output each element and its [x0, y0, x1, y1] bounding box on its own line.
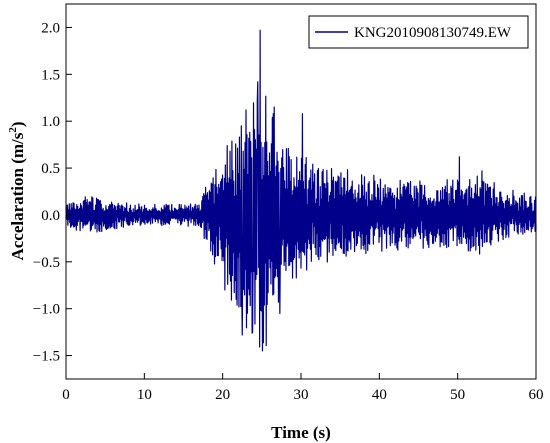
y-tick-label: 2.0 — [41, 20, 60, 36]
y-tick-label: 0.0 — [41, 208, 60, 224]
y-axis-label-main: Accelaration (m/s — [8, 132, 27, 260]
y-axis-label: Accelaration (m/s2) — [7, 121, 27, 260]
series-line-group — [65, 29, 537, 352]
axis-ticks — [65, 26, 537, 379]
y-axis-label-close: ) — [8, 121, 27, 127]
y-tick-label: 1.0 — [41, 114, 60, 130]
y-tick-label: −1.0 — [33, 302, 60, 318]
y-axis-label-superscript: 2 — [7, 127, 19, 133]
legend-entry-label: KNG2010908130749.EW — [354, 25, 512, 41]
x-axis-label: Time (s) — [271, 423, 331, 442]
x-tick-label: 20 — [215, 387, 230, 403]
x-tick-label: 50 — [450, 387, 465, 403]
y-tick-label: 1.5 — [41, 67, 60, 83]
y-tick-label: −1.5 — [33, 349, 60, 365]
x-tick-label: 0 — [62, 387, 70, 403]
y-tick-label: 0.5 — [41, 161, 60, 177]
x-tick-label: 60 — [529, 387, 544, 403]
x-tick-label: 10 — [137, 387, 152, 403]
x-tick-label: 40 — [372, 387, 387, 403]
legend: KNG2010908130749.EW — [308, 15, 529, 49]
axis-tick-labels: 0 10 20 30 40 50 60 −1.5 −1.0 −0.5 0.0 0.5 1.0 1.5 2.0 — [33, 20, 544, 403]
x-tick-label: 30 — [294, 387, 309, 403]
y-tick-label: −0.5 — [33, 255, 60, 271]
series-line-kng2010908130749-ew — [65, 29, 537, 352]
